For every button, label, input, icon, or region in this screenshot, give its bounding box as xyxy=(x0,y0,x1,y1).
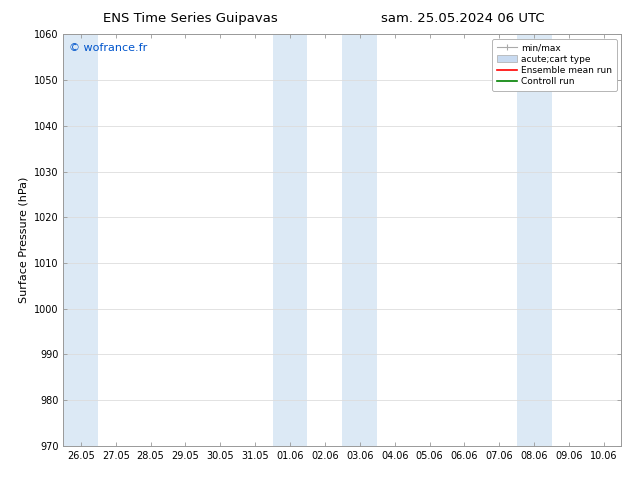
Text: © wofrance.fr: © wofrance.fr xyxy=(69,43,147,52)
Text: ENS Time Series Guipavas: ENS Time Series Guipavas xyxy=(103,12,278,25)
Bar xyxy=(517,34,552,446)
Bar xyxy=(342,34,377,446)
Bar xyxy=(273,34,307,446)
Bar xyxy=(63,34,98,446)
Text: sam. 25.05.2024 06 UTC: sam. 25.05.2024 06 UTC xyxy=(381,12,545,25)
Y-axis label: Surface Pressure (hPa): Surface Pressure (hPa) xyxy=(18,177,29,303)
Legend: min/max, acute;cart type, Ensemble mean run, Controll run: min/max, acute;cart type, Ensemble mean … xyxy=(493,39,617,91)
